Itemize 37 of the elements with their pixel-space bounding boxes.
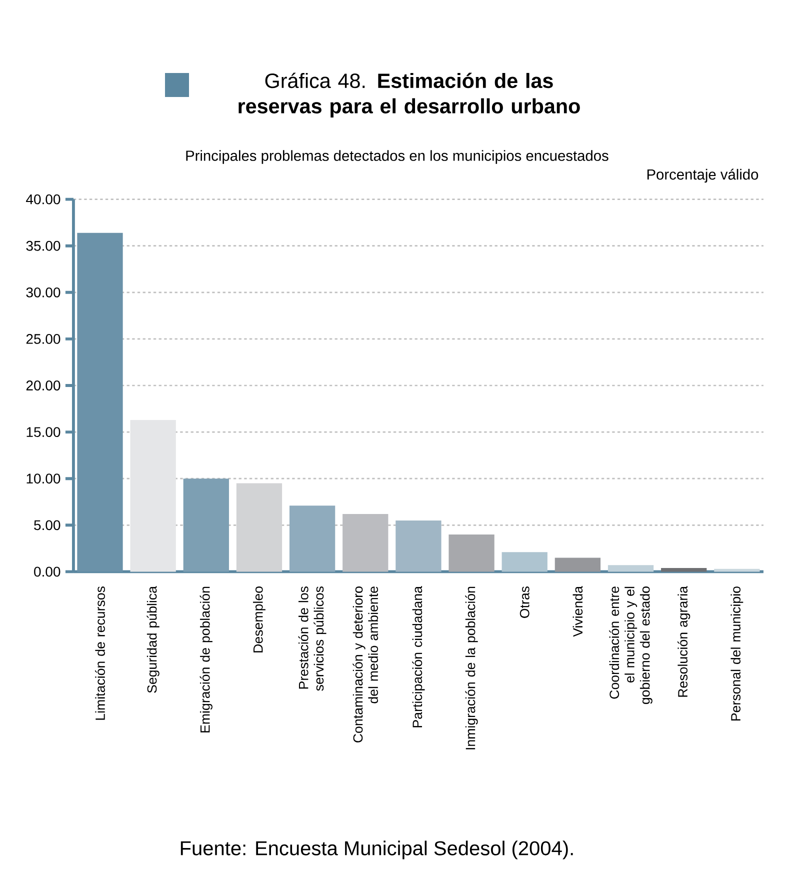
bar xyxy=(661,568,707,572)
y-tick-label: 30.00 xyxy=(26,287,60,298)
source-note: Fuente: Encuesta Municipal Sedesol (2004). xyxy=(180,840,573,860)
bar xyxy=(77,232,123,572)
y-tick-label: 15.00 xyxy=(26,427,60,438)
x-tick-label: Resolución agraria xyxy=(678,586,690,697)
bar xyxy=(448,534,494,572)
chart-subtitle: Principales problemas detectados en los municipios encuestados xyxy=(186,150,608,164)
x-tick-label: Prestación de los servicios públicos xyxy=(298,586,326,691)
bar xyxy=(502,552,548,572)
y-tick-label: 25.00 xyxy=(26,334,60,344)
bar xyxy=(236,483,282,572)
chart-title: Gráfica 48. Estimación de las reservas para el desarrollo urbano xyxy=(238,72,580,118)
x-tick-label: Inmigración de la población xyxy=(465,586,478,750)
y-tick-label: 20.00 xyxy=(26,380,60,390)
x-tick-label: Vivienda xyxy=(572,586,583,637)
x-tick-label: Otras xyxy=(520,586,530,618)
x-tick-label: Desempleo xyxy=(253,586,266,652)
bar xyxy=(608,565,654,572)
x-tick-label: Participación ciudadana xyxy=(412,586,425,728)
x-tick-label: Seguridad pública xyxy=(146,586,160,693)
bar xyxy=(130,420,176,572)
bar xyxy=(554,558,601,572)
y-tick-label: 0.00 xyxy=(34,566,60,577)
y-tick-label: 10.00 xyxy=(26,474,60,484)
y-tick-label: 35.00 xyxy=(26,240,60,251)
x-tick-label: Limitación de recursos xyxy=(95,586,105,720)
y-tick-label: 40.00 xyxy=(26,194,60,204)
x-tick-label: Emigración de población xyxy=(200,586,212,732)
y-axis-title: Porcentaje válido xyxy=(647,168,758,183)
x-tick-label: Coordinación entre el municipio y el gobierno del estado xyxy=(609,586,652,704)
bar xyxy=(396,520,442,572)
y-tick-label: 5.00 xyxy=(34,520,60,530)
bar xyxy=(183,478,229,572)
x-tick-label: Personal del municipio xyxy=(730,586,744,721)
bar xyxy=(289,506,336,572)
x-tick-label: Contaminación y deterioro del medio ambiente xyxy=(352,586,378,742)
